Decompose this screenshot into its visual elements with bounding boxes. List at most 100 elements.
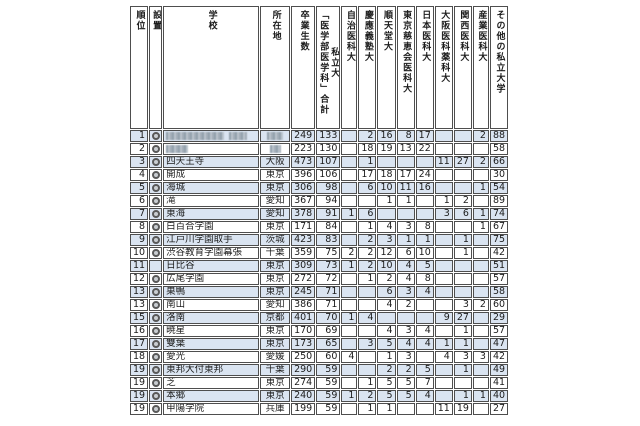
cell-junten: 2 [377, 364, 396, 376]
cell-rank: 16 [130, 325, 149, 337]
cell-nihon: 4 [415, 286, 434, 298]
cell-prefecture: 東京 [260, 273, 291, 285]
cell-kansai [453, 221, 472, 233]
cell-establishment [149, 130, 163, 142]
cell-keio: 1 [358, 377, 377, 389]
cell-sangyo [472, 169, 489, 181]
cell-school-name: 甲陽学院 [163, 403, 260, 415]
cell-sangyo [472, 143, 489, 155]
cell-keio: 6 [358, 182, 377, 194]
cell-sangyo [472, 377, 489, 389]
table-row: 13 巣鴨 東京 245 71 6 3 4 58 [130, 286, 509, 298]
table-row: 1 249 133 2 16 8 17 2 88 [130, 130, 509, 142]
cell-total: 60 [316, 351, 341, 363]
cell-grads: 290 [291, 364, 316, 376]
column-header-jichi: 自治医科大 [341, 6, 358, 129]
cell-jikei: 4 [396, 273, 415, 285]
cell-total: 59 [316, 403, 341, 415]
cell-sangyo: 2 [472, 130, 489, 142]
cell-sangyo: 1 [472, 390, 489, 402]
column-header-keio: 慶應義塾大 [358, 6, 377, 129]
cell-junten: 6 [377, 286, 396, 298]
cell-prefecture: 愛知 [260, 195, 291, 207]
cell-jikei: 3 [396, 221, 415, 233]
cell-other: 66 [489, 156, 509, 168]
cell-jichi: 1 [341, 208, 358, 220]
cell-sangyo: 3 [472, 351, 489, 363]
table-row: 10 渋谷教育学園幕張 千葉 359 75 2 2 12 6 10 1 42 [130, 247, 509, 259]
cell-junten: 1 [377, 351, 396, 363]
cell-school-name: 白百合学園 [163, 221, 260, 233]
cell-prefecture: 茨城 [260, 234, 291, 246]
cell-jichi [341, 130, 358, 142]
cell-school-name: 暁星 [163, 325, 260, 337]
cell-kansai: 1 [453, 338, 472, 350]
column-header-osaka: 大阪医科薬科大 [434, 6, 453, 129]
cell-jichi [341, 299, 358, 311]
cell-nihon: 4 [415, 390, 434, 402]
cell-jichi [341, 169, 358, 181]
cell-total: 70 [316, 312, 341, 324]
cell-jichi [341, 325, 358, 337]
cell-prefecture: 千葉 [260, 364, 291, 376]
column-header-pref: 所在地 [260, 6, 291, 129]
cell-grads: 423 [291, 234, 316, 246]
cell-rank: 19 [130, 377, 149, 389]
cell-sangyo [472, 286, 489, 298]
cell-kansai [453, 286, 472, 298]
cell-osaka [434, 260, 453, 272]
cell-school-name: 雙葉 [163, 338, 260, 350]
cell-jikei: 6 [396, 247, 415, 259]
cell-grads: 309 [291, 260, 316, 272]
cell-establishment [149, 260, 163, 272]
cell-keio: 17 [358, 169, 377, 181]
cell-other: 57 [489, 325, 509, 337]
cell-prefecture: 東京 [260, 338, 291, 350]
cell-prefecture: 東京 [260, 377, 291, 389]
cell-nihon: 17 [415, 130, 434, 142]
cell-sangyo: 2 [472, 156, 489, 168]
cell-school-name: 東邦大付東邦 [163, 364, 260, 376]
cell-nihon: 1 [415, 234, 434, 246]
column-header-rank: 順位 [130, 6, 149, 129]
cell-jichi: 2 [341, 247, 358, 259]
private-school-icon [151, 222, 160, 231]
column-header-label: 産業医科大 [476, 10, 487, 63]
cell-jikei: 2 [396, 299, 415, 311]
cell-keio: 1 [358, 156, 377, 168]
cell-osaka [434, 143, 453, 155]
redacted-prefecture [269, 144, 281, 153]
cell-jikei: 4 [396, 260, 415, 272]
table-row: 17 雙葉 東京 173 65 3 5 4 4 1 1 47 [130, 338, 509, 350]
cell-junten: 19 [377, 143, 396, 155]
table-row: 19 本郷 東京 240 59 1 2 5 5 4 1 1 40 [130, 390, 509, 402]
cell-nihon [415, 351, 434, 363]
cell-sangyo [472, 260, 489, 272]
cell-grads: 223 [291, 143, 316, 155]
cell-total: 130 [316, 143, 341, 155]
cell-prefecture: 兵庫 [260, 403, 291, 415]
cell-jikei: 3 [396, 325, 415, 337]
cell-osaka [434, 325, 453, 337]
cell-junten: 10 [377, 260, 396, 272]
private-school-icon [151, 209, 160, 218]
cell-rank: 13 [130, 286, 149, 298]
cell-nihon [415, 208, 434, 220]
column-header-jikei: 東京慈恵会医科大 [396, 6, 415, 129]
cell-grads: 245 [291, 286, 316, 298]
table-row: 16 暁星 東京 170 69 4 3 4 1 57 [130, 325, 509, 337]
cell-other: 41 [489, 377, 509, 389]
column-header-kansai: 関西医科大 [453, 6, 472, 129]
cell-junten: 4 [377, 325, 396, 337]
cell-osaka: 1 [434, 338, 453, 350]
cell-keio: 3 [358, 338, 377, 350]
cell-total: 75 [316, 247, 341, 259]
cell-rank: 7 [130, 208, 149, 220]
cell-establishment [149, 338, 163, 350]
cell-grads: 367 [291, 195, 316, 207]
cell-nihon [415, 403, 434, 415]
private-school-icon [151, 248, 160, 257]
cell-jikei [396, 156, 415, 168]
cell-osaka [434, 247, 453, 259]
cell-kansai: 1 [453, 247, 472, 259]
